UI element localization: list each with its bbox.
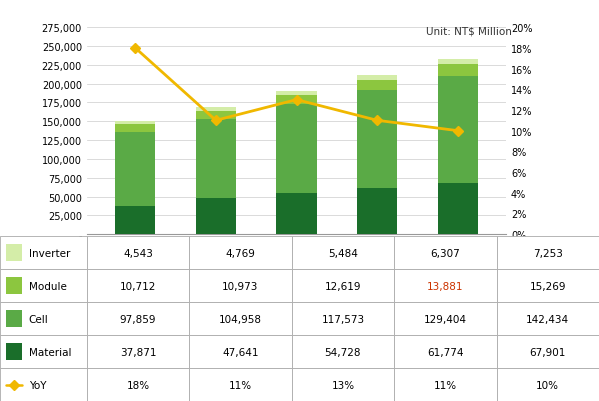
Bar (292, 302, 394, 335)
Bar (357, 81, 397, 91)
Text: YoY: YoY (29, 380, 46, 389)
Text: 6,307: 6,307 (431, 248, 460, 258)
Bar (196, 112, 236, 120)
Bar (0, 237, 87, 269)
Bar (438, 77, 478, 184)
Bar (497, 237, 599, 269)
Text: 129,404: 129,404 (424, 314, 467, 324)
Text: 18%: 18% (126, 380, 150, 389)
Bar (292, 335, 394, 368)
Bar (292, 237, 394, 269)
Text: 47,641: 47,641 (222, 347, 259, 356)
Bar (497, 335, 599, 368)
Bar (196, 120, 236, 199)
Text: 7,253: 7,253 (533, 248, 562, 258)
Bar (497, 269, 599, 302)
Bar (115, 133, 155, 206)
Bar (87, 368, 189, 401)
Bar (292, 368, 394, 401)
Text: Inverter: Inverter (29, 248, 70, 258)
Bar (394, 269, 497, 302)
Bar (438, 65, 478, 77)
Bar (6, 310, 22, 327)
Bar (0, 269, 87, 302)
Bar (0, 302, 87, 335)
Bar (357, 188, 397, 235)
Bar (394, 237, 497, 269)
Text: 61,774: 61,774 (427, 347, 464, 356)
Text: 15,269: 15,269 (530, 281, 566, 291)
Bar (196, 199, 236, 235)
Text: 67,901: 67,901 (530, 347, 566, 356)
Text: 54,728: 54,728 (325, 347, 361, 356)
Bar (189, 368, 292, 401)
Text: 12,619: 12,619 (325, 281, 361, 291)
Bar (87, 302, 189, 335)
Text: Unit: NT$ Million: Unit: NT$ Million (426, 26, 512, 36)
Text: 13,881: 13,881 (427, 281, 464, 291)
Bar (497, 302, 599, 335)
Text: Cell: Cell (29, 314, 49, 324)
Text: 117,573: 117,573 (322, 314, 364, 324)
Text: Material: Material (29, 347, 71, 356)
Text: 37,871: 37,871 (120, 347, 156, 356)
Bar (394, 368, 497, 401)
Bar (6, 343, 22, 360)
Text: 10,973: 10,973 (222, 281, 259, 291)
Text: 4,543: 4,543 (123, 248, 153, 258)
Bar (6, 277, 22, 294)
Bar (276, 96, 317, 105)
Bar (87, 335, 189, 368)
Bar (394, 335, 497, 368)
Bar (189, 335, 292, 368)
Bar (357, 76, 397, 81)
Text: 10%: 10% (536, 380, 559, 389)
Bar (189, 302, 292, 335)
Bar (115, 125, 155, 133)
Bar (6, 245, 22, 261)
Bar (115, 121, 155, 125)
Bar (497, 368, 599, 401)
Text: 5,484: 5,484 (328, 248, 358, 258)
Bar (87, 269, 189, 302)
Text: 11%: 11% (434, 380, 457, 389)
Bar (357, 91, 397, 188)
Bar (438, 184, 478, 235)
Bar (276, 105, 317, 194)
Bar (0, 368, 87, 401)
Text: 97,859: 97,859 (120, 314, 156, 324)
Bar (292, 269, 394, 302)
Bar (438, 60, 478, 65)
Bar (276, 91, 317, 96)
Bar (196, 108, 236, 112)
Text: 4,769: 4,769 (226, 248, 255, 258)
Text: 104,958: 104,958 (219, 314, 262, 324)
Bar (394, 302, 497, 335)
Bar (189, 269, 292, 302)
Text: 10,712: 10,712 (120, 281, 156, 291)
Bar (115, 206, 155, 235)
Text: 11%: 11% (229, 380, 252, 389)
Text: 142,434: 142,434 (527, 314, 569, 324)
Bar (87, 237, 189, 269)
Text: 13%: 13% (331, 380, 355, 389)
Bar (189, 237, 292, 269)
Bar (0, 335, 87, 368)
Text: Module: Module (29, 281, 66, 291)
Bar (276, 194, 317, 235)
